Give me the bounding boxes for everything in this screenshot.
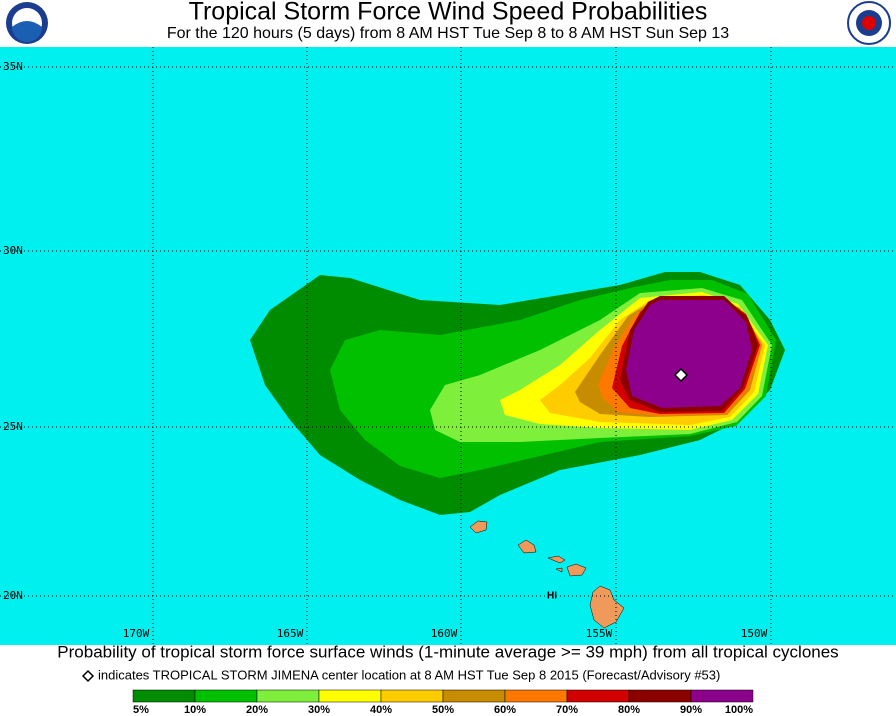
legend-label: 5% [133, 704, 149, 716]
legend: 5% 10% 20% 30% 40% 50% 60% 70% 80% 90% 100% [132, 689, 754, 716]
lon-label: 150W [741, 627, 768, 640]
legend-swatch [132, 689, 196, 703]
legend-swatch [504, 689, 568, 703]
noaa-logo [6, 2, 48, 44]
lon-label: 165W [277, 627, 304, 640]
legend-swatch [566, 689, 630, 703]
storm-center [673, 367, 689, 383]
lon-label: 170W [123, 627, 150, 640]
legend-swatch [256, 689, 320, 703]
lat-label: 30N [3, 244, 23, 257]
caption: Probability of tropical storm force surf… [57, 642, 838, 661]
legend-label: 40% [370, 704, 392, 716]
lat-label: 25N [3, 420, 23, 433]
legend-label: 30% [308, 704, 330, 716]
place-label: HI [547, 591, 557, 602]
lon-label: 155W [586, 627, 613, 640]
graticule [0, 47, 896, 645]
legend-label: 10% [184, 704, 206, 716]
lat-label: 35N [3, 60, 23, 73]
legend-label: 70% [556, 704, 578, 716]
subtitle: For the 120 hours (5 days) from 8 AM HST… [167, 25, 729, 42]
legend-label: 90% [680, 704, 702, 716]
probability-contours [250, 272, 785, 515]
legend-swatch [194, 689, 258, 703]
contour [626, 300, 752, 408]
legend-label: 20% [246, 704, 268, 716]
legend-label: 60% [494, 704, 516, 716]
legend-label: 100% [725, 704, 753, 716]
title: Tropical Storm Force Wind Speed Probabil… [189, 0, 708, 26]
islands [469, 520, 625, 629]
lat-label: 20N [3, 589, 23, 602]
lon-label: 160W [431, 627, 458, 640]
legend-swatch [690, 689, 754, 703]
legend-label: 80% [618, 704, 640, 716]
nws-logo [847, 1, 891, 45]
marker-note: indicates TROPICAL STORM JIMENA center l… [98, 667, 720, 682]
legend-label: 50% [432, 704, 454, 716]
legend-swatch [628, 689, 692, 703]
legend-swatch [318, 689, 382, 703]
legend-swatch [442, 689, 506, 703]
legend-swatch [380, 689, 444, 703]
marker-symbol [81, 669, 95, 683]
